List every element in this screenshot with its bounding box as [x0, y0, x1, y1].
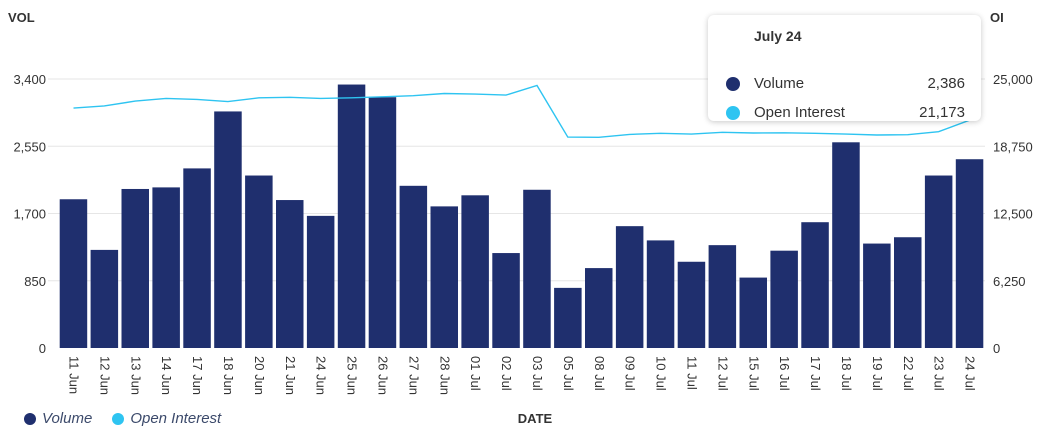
tooltip-open-interest-value: 21,173: [919, 104, 965, 121]
volume-bar: [337, 84, 366, 348]
x-tick-label: 14 Jun: [159, 356, 174, 395]
x-tick-label: 20 Jun: [252, 356, 267, 395]
x-tick-label: 08 Jul: [592, 356, 607, 391]
x-tick-label: 22 Jul: [901, 356, 916, 391]
y-left-tick-label: 0: [39, 341, 46, 356]
x-tick-label: 11 Jun: [66, 356, 81, 394]
x-tick-label: 19 Jul: [870, 356, 885, 391]
volume-bar: [368, 97, 397, 349]
x-tick-label: 13 Jun: [128, 356, 143, 395]
x-tick-label: 17 Jul: [808, 356, 823, 391]
x-tick-label: 12 Jul: [715, 356, 730, 391]
tooltip-open-interest-label: Open Interest: [754, 104, 845, 121]
tooltip-volume-value: 2,386: [927, 75, 965, 92]
volume-bar: [183, 168, 211, 348]
x-tick-label: 24 Jul: [963, 356, 978, 391]
volume-bar: [461, 195, 489, 348]
volume-bar: [59, 199, 88, 348]
open-interest-marker-icon: [726, 105, 740, 120]
volume-bar: [801, 222, 829, 348]
x-axis-ticks: 11 Jun 12 Jun 13 Jun 14 Jun 17 Jun 18 Jun 20 J…: [66, 356, 977, 395]
x-tick-label: 17 Jun: [190, 356, 205, 395]
y-right-tick-label: 12,500: [993, 207, 1033, 222]
y-left-tick-label: 850: [24, 274, 46, 289]
open-interest-legend-icon: [112, 412, 125, 425]
x-tick-label: 26 Jun: [375, 356, 390, 395]
volume-bar: [492, 253, 520, 348]
tooltip: July 24 Volume 2,386 Open Interest 21,17…: [708, 15, 981, 121]
x-tick-label: 18 Jun: [221, 356, 236, 395]
volume-bar: [739, 277, 768, 348]
x-tick-label: 05 Jul: [561, 356, 576, 391]
volume-bar: [955, 159, 984, 348]
tooltip-row-open-interest: Open Interest 21,173: [726, 104, 965, 121]
x-tick-label: 12 Jun: [97, 356, 112, 395]
legend-volume-label: Volume: [42, 410, 93, 427]
y-axis-left-title: VOL: [8, 10, 35, 25]
x-tick-label: 11 Jul: [684, 356, 699, 390]
legend-open-interest-label: Open Interest: [130, 410, 222, 427]
tooltip-title: July 24: [754, 28, 802, 44]
volume-bar: [646, 240, 675, 348]
x-tick-label: 10 Jul: [654, 356, 669, 391]
volume-legend-icon: [24, 412, 36, 425]
x-tick-label: 18 Jul: [839, 356, 854, 391]
x-tick-label: 28 Jun: [437, 356, 452, 395]
volume-bar: [306, 215, 335, 348]
volume-bar: [554, 287, 582, 348]
volume-bar: [677, 261, 706, 348]
volume-bar: [863, 243, 891, 348]
legend-item-open-interest[interactable]: Open Interest: [112, 410, 221, 427]
tooltip-volume-label: Volume: [754, 75, 805, 92]
x-axis-title: DATE: [518, 411, 553, 426]
volume-bar: [214, 111, 242, 348]
volume-bars: [59, 84, 984, 349]
y-right-tick-label: 18,750: [993, 139, 1033, 154]
open-interest-series-line: [73, 84, 970, 139]
x-tick-label: 16 Jul: [777, 356, 792, 391]
x-tick-label: 15 Jul: [746, 356, 761, 391]
volume-bar: [708, 245, 737, 348]
volume-bar: [245, 175, 273, 348]
legend-item-volume[interactable]: Volume: [24, 410, 92, 427]
x-tick-label: 02 Jul: [499, 356, 514, 391]
open-interest-line: [73, 84, 970, 139]
y-axis-right-title: OI: [990, 10, 1004, 25]
tooltip-row-volume: Volume 2,386: [726, 75, 965, 92]
volume-bar: [275, 200, 304, 348]
volume-marker-icon: [726, 76, 740, 91]
y-right-tick-label: 0: [993, 341, 1000, 356]
x-tick-label: 03 Jul: [530, 356, 545, 391]
x-tick-label: 27 Jun: [406, 356, 421, 395]
x-tick-label: 25 Jun: [345, 356, 360, 395]
volume-bar: [121, 188, 150, 348]
volume-bar: [152, 187, 180, 348]
x-tick-label: 24 Jun: [314, 356, 329, 395]
y-right-tick-label: 6,250: [993, 274, 1026, 289]
volume-bar: [399, 185, 428, 348]
y-left-tick-label: 1,700: [13, 207, 46, 222]
y-left-tick-label: 3,400: [13, 72, 46, 87]
y-axis-left-ticks: 0 850 1,700 2,550 3,400: [13, 72, 46, 356]
volume-bar: [523, 189, 551, 348]
y-left-tick-label: 2,550: [13, 139, 46, 154]
x-tick-label: 09 Jul: [623, 356, 638, 391]
volume-bar: [615, 226, 644, 348]
volume-bar: [430, 206, 459, 348]
volume-bar: [893, 237, 922, 348]
y-right-tick-label: 25,000: [993, 72, 1033, 87]
volume-bar: [924, 175, 953, 348]
x-tick-label: 21 Jun: [283, 356, 298, 395]
volume-bar: [770, 250, 798, 348]
volume-bar: [584, 268, 613, 348]
y-axis-right-ticks: 0 6,250 12,500 18,750 25,000: [993, 72, 1033, 356]
legend: Volume Open Interest: [24, 410, 221, 427]
volume-bar: [90, 249, 119, 348]
volume-bar: [832, 142, 860, 348]
x-tick-label: 01 Jul: [468, 356, 483, 391]
x-tick-label: 23 Jul: [932, 356, 947, 391]
